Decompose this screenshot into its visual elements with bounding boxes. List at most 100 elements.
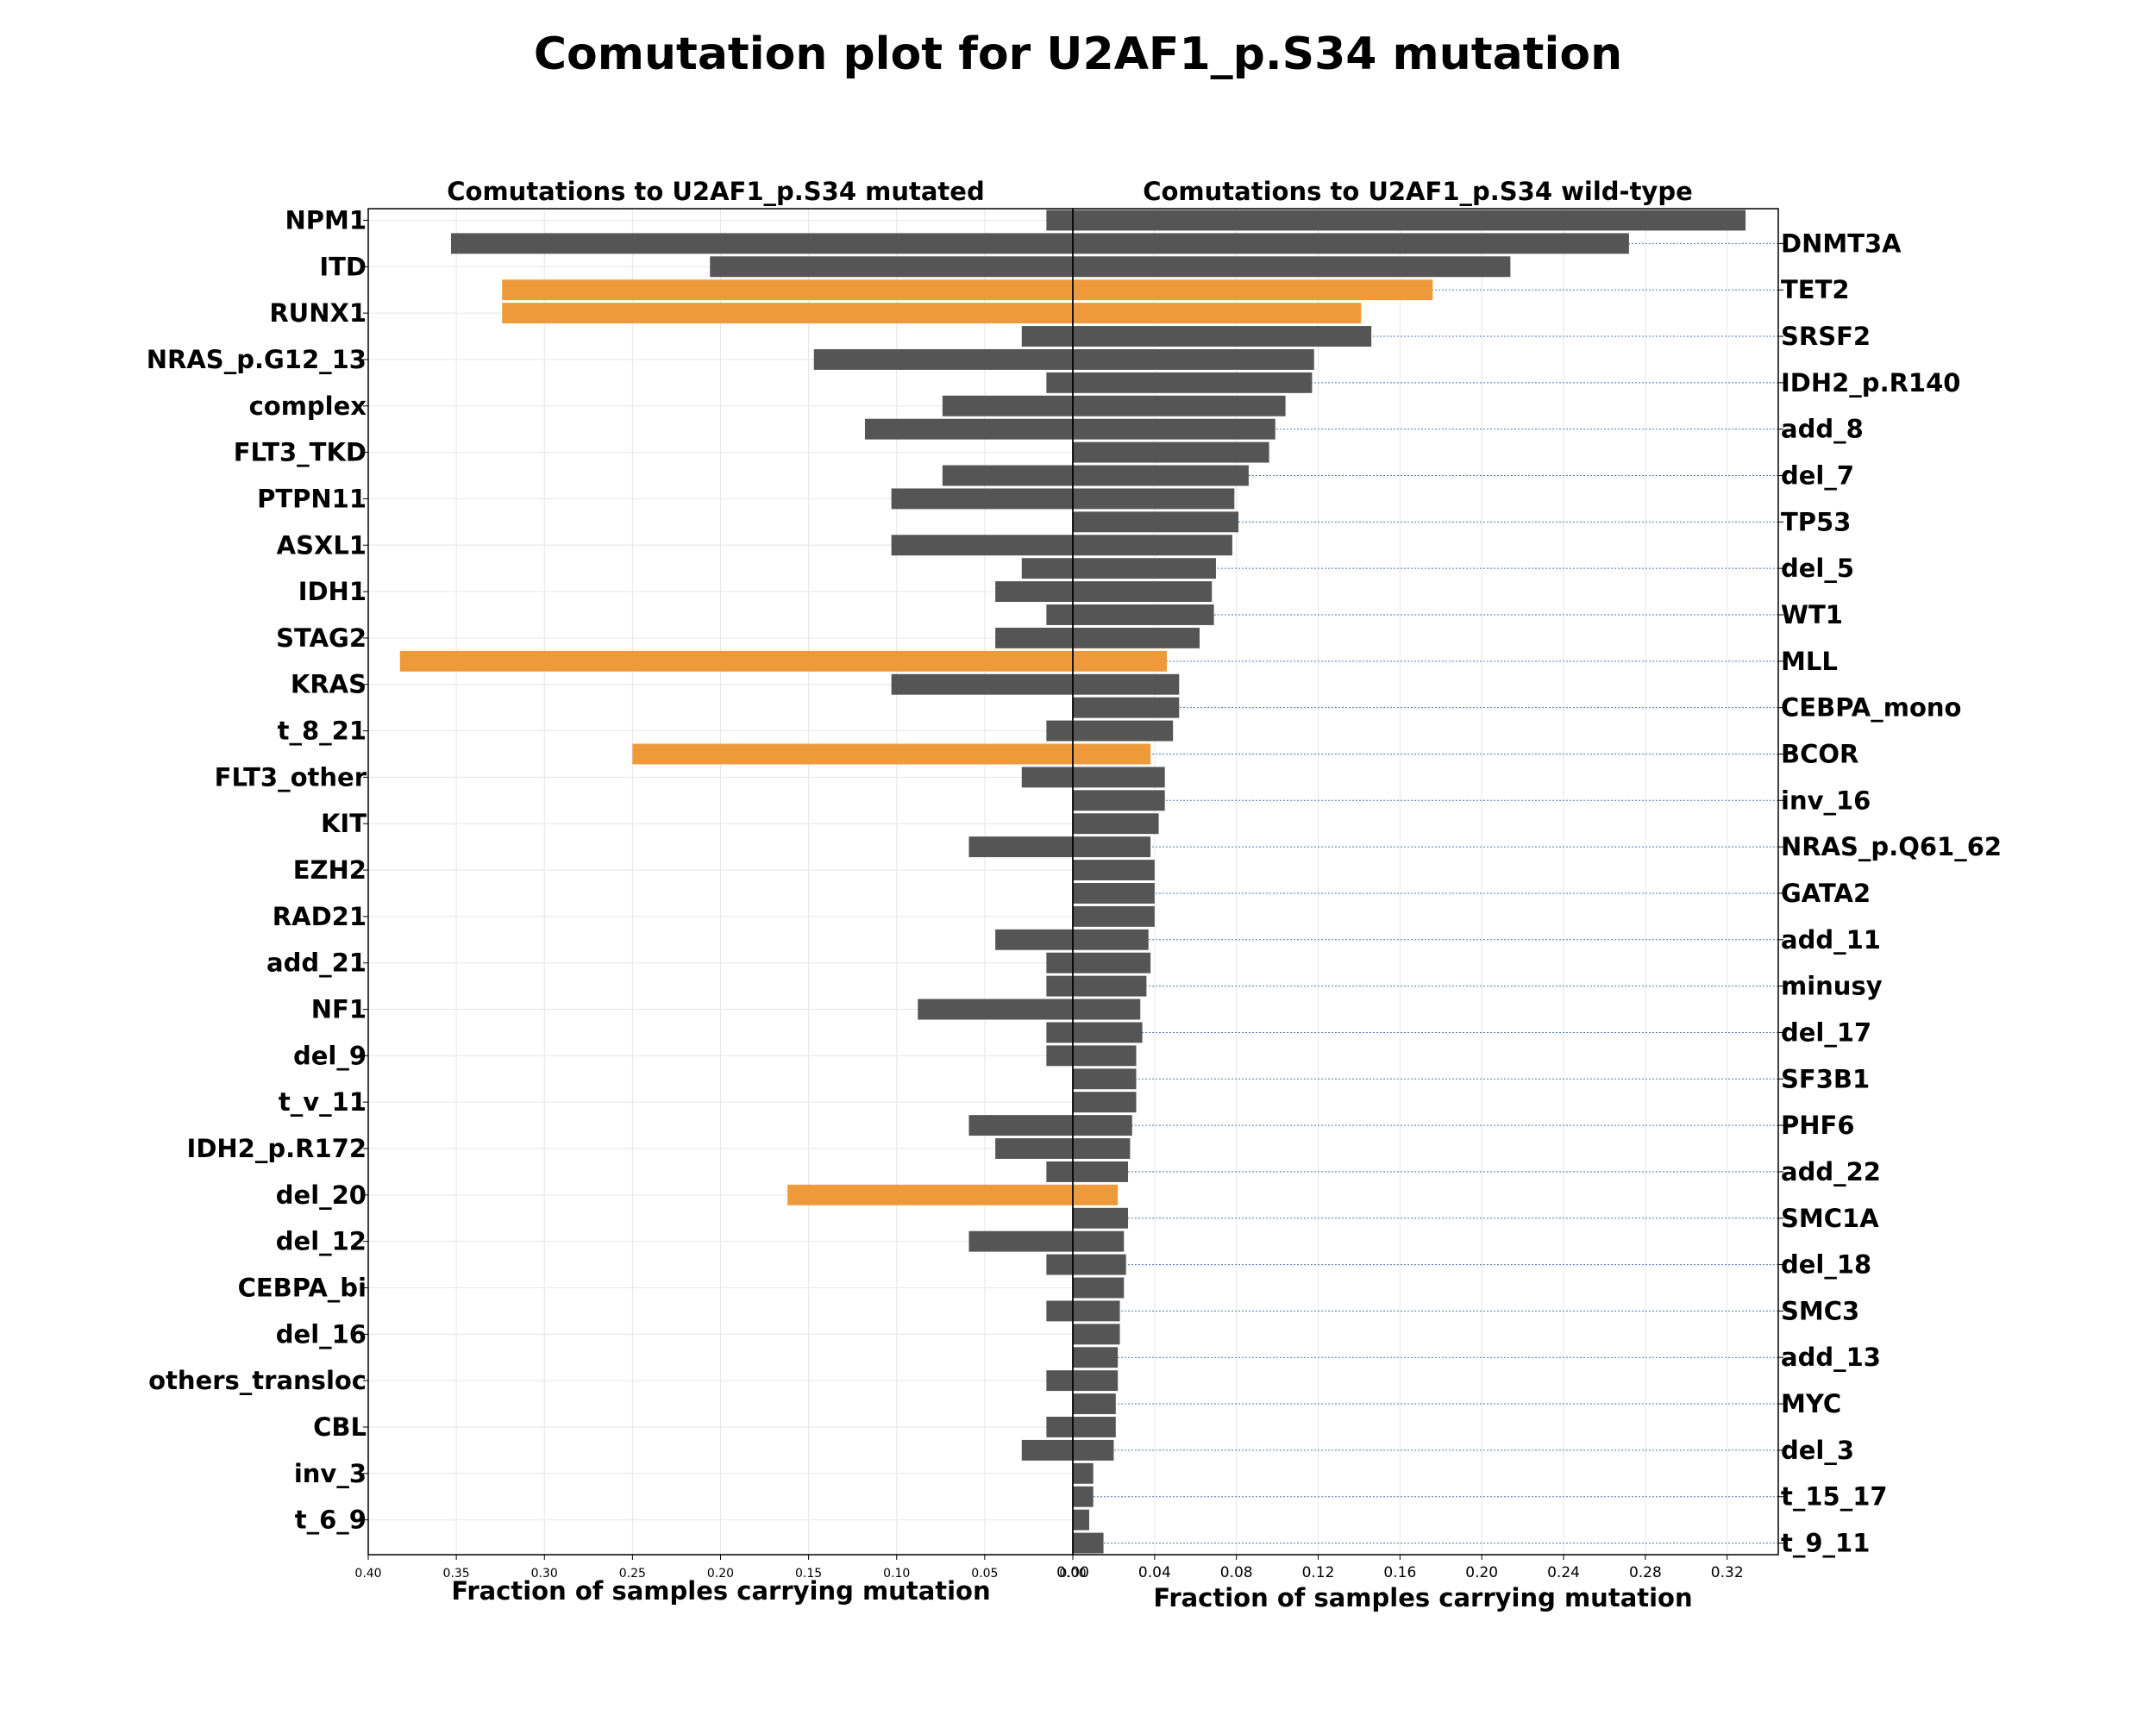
bar-mutated-del_20 [787, 1184, 1073, 1205]
x-tick-label: 0.30 [531, 1567, 558, 1581]
y-tick-label-right: add_11 [1781, 925, 1881, 955]
bar-wildtype-IDH1 [1073, 581, 1213, 603]
bar-wildtype-KRAS [1073, 673, 1180, 695]
y-tick-label-left: RAD21 [273, 902, 367, 931]
y-tick-label-left: del_12 [276, 1227, 367, 1256]
bar-mutated-complex [942, 395, 1073, 416]
bar-wildtype-BCOR [1073, 743, 1151, 765]
bar-wildtype-NPM1 [1073, 210, 1746, 231]
bar-wildtype-del_20 [1073, 1184, 1119, 1205]
plot-layer: 0.40 0.35 0.30 0.25 0.20 0.15 0.10 0.05 0.000.00… [147, 205, 2002, 1581]
bar-wildtype-PTPN11 [1073, 488, 1235, 510]
bar-mutated-PHF6 [968, 1115, 1073, 1136]
y-tick-label-right: add_22 [1781, 1157, 1881, 1186]
bar-mutated-t_8_21 [1046, 720, 1073, 742]
bar-wildtype-t_v_11 [1073, 1092, 1137, 1113]
bar-wildtype-IDH2_p.R172 [1073, 1138, 1131, 1159]
y-tick-label-right: SRSF2 [1781, 322, 1871, 351]
bar-wildtype-CBL [1073, 1417, 1116, 1437]
bar-wildtype-t_6_9 [1073, 1509, 1089, 1531]
y-tick-label-right: del_5 [1781, 554, 1854, 583]
y-tick-label-right: inv_16 [1781, 786, 1871, 815]
bar-mutated-NRAS_p.G12_13 [813, 348, 1073, 370]
x-tick-label: 0.32 [1711, 1564, 1744, 1581]
x-tick-label: 0.40 [354, 1567, 381, 1581]
left-x-axis-label: Fraction of samples carrying mutation [451, 1576, 990, 1606]
bar-wildtype-add_11 [1073, 929, 1149, 950]
y-tick-label-left: NF1 [311, 995, 367, 1024]
bar-wildtype-SRSF2 [1073, 326, 1372, 347]
bar-mutated-STAG2 [995, 627, 1073, 648]
x-tick-label: 0.15 [795, 1567, 822, 1581]
bar-wildtype-del_18 [1073, 1254, 1126, 1275]
bar-mutated-del_12 [968, 1230, 1073, 1252]
bar-mutated-del_9 [1046, 1045, 1073, 1067]
x-tick-label: 0.20 [1465, 1564, 1498, 1581]
bar-mutated-NPM1 [1046, 210, 1073, 231]
bar-wildtype-CEBPA_mono [1073, 697, 1180, 718]
bar-wildtype-inv_16 [1073, 790, 1165, 811]
y-tick-label-left: STAG2 [276, 623, 367, 653]
bar-wildtype-KIT [1073, 813, 1159, 835]
x-tick-label: 0.28 [1629, 1564, 1662, 1581]
bar-wildtype-t_15_17 [1073, 1486, 1094, 1507]
y-tick-label-left: complex [249, 391, 367, 421]
y-tick-label-right: DNMT3A [1781, 229, 1902, 258]
bar-mutated-BCOR [632, 743, 1073, 765]
bar-mutated-IDH2_p.R140 [1046, 372, 1073, 393]
bar-mutated-NF1 [918, 999, 1073, 1020]
bar-mutated-MLL [399, 650, 1073, 672]
bar-wildtype-add_21 [1073, 952, 1151, 974]
y-tick-label-right: TP53 [1781, 507, 1851, 536]
y-tick-label-left: ASXL1 [277, 530, 367, 560]
x-tick-label: 0.25 [619, 1567, 646, 1581]
y-tick-label-left: KRAS [291, 670, 367, 699]
bar-mutated-CBL [1046, 1417, 1073, 1437]
y-tick-label-left: del_20 [276, 1180, 367, 1210]
bar-wildtype-CEBPA_bi [1073, 1277, 1125, 1299]
bar-wildtype-EZH2 [1073, 860, 1155, 880]
x-tick-label: 0.20 [707, 1567, 734, 1581]
y-tick-label-left: EZH2 [293, 855, 367, 885]
y-tick-label-right: CEBPA_mono [1781, 693, 1961, 723]
left-panel-title: Comutations to U2AF1_p.S34 mutated [447, 177, 984, 206]
y-tick-label-right: t_15_17 [1781, 1482, 1888, 1512]
y-tick-label-left: ITD [319, 252, 367, 281]
bar-wildtype-del_12 [1073, 1230, 1125, 1252]
y-tick-label-right: MLL [1781, 647, 1838, 676]
y-tick-label-right: add_13 [1781, 1343, 1881, 1372]
bar-wildtype-add_22 [1073, 1161, 1129, 1182]
y-tick-label-left: t_v_11 [279, 1087, 367, 1117]
bar-mutated-SMC3 [1046, 1300, 1073, 1322]
bar-mutated-DNMT3A [450, 233, 1073, 254]
bar-mutated-SRSF2 [1021, 326, 1073, 347]
y-tick-label-right: SMC1A [1781, 1204, 1879, 1233]
bar-wildtype-others_transloc [1073, 1370, 1119, 1392]
bar-wildtype-complex [1073, 395, 1286, 416]
bar-wildtype-DNMT3A [1073, 233, 1629, 254]
y-tick-label-right: TET2 [1781, 275, 1850, 304]
x-tick-label: 0.00 [1056, 1564, 1089, 1581]
bar-wildtype-ASXL1 [1073, 535, 1232, 556]
y-tick-label-right: MYC [1781, 1389, 1841, 1418]
y-tick-label-right: WT1 [1781, 600, 1843, 629]
bar-mutated-del_17 [1046, 1022, 1073, 1043]
bar-wildtype-NRAS_p.Q61_62 [1073, 836, 1151, 858]
y-tick-label-left: FLT3_TKD [234, 438, 367, 467]
x-tick-label: 0.16 [1383, 1564, 1416, 1581]
bar-mutated-KRAS [891, 673, 1073, 695]
bar-mutated-del_7 [942, 465, 1073, 486]
y-tick-label-left: NRAS_p.G12_13 [147, 345, 367, 374]
x-tick-label: 0.04 [1138, 1564, 1171, 1581]
y-tick-label-left: CBL [313, 1412, 367, 1442]
y-tick-label-right: del_17 [1781, 1017, 1871, 1047]
y-tick-label-left: t_6_9 [295, 1506, 367, 1535]
bar-wildtype-MLL [1073, 650, 1168, 672]
bar-wildtype-FLT3_other [1073, 767, 1165, 788]
bar-wildtype-SF3B1 [1073, 1068, 1137, 1090]
bar-mutated-add_22 [1046, 1161, 1073, 1182]
bar-mutated-minusy [1046, 975, 1073, 997]
bar-wildtype-del_16 [1073, 1324, 1120, 1345]
bar-wildtype-minusy [1073, 975, 1147, 997]
